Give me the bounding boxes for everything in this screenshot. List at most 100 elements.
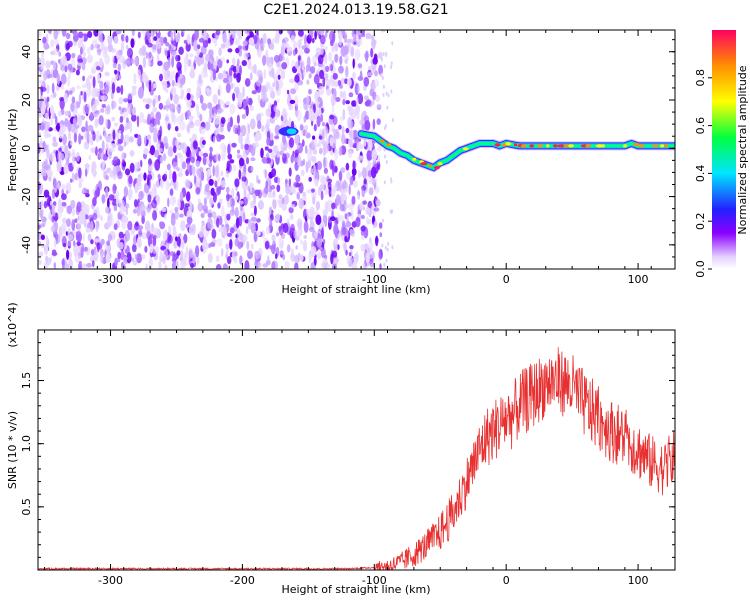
noise-dot	[177, 133, 182, 138]
noise-dot	[340, 77, 345, 85]
noise-dot	[265, 226, 271, 235]
noise-dot	[277, 177, 281, 184]
noise-dot	[312, 135, 316, 140]
figure-title: C2E1.2024.013.19.58.G21	[263, 2, 448, 18]
noise-dot	[154, 117, 158, 129]
noise-dot	[358, 155, 364, 160]
noise-dot	[168, 182, 173, 187]
noise-dot	[306, 189, 312, 194]
noise-dot	[225, 82, 231, 94]
noise-dot	[322, 122, 325, 127]
noise-dot	[368, 139, 373, 150]
noise-dot	[89, 111, 94, 122]
noise-dot	[310, 168, 314, 175]
noise-dot	[258, 200, 264, 210]
ytick-label: 20	[20, 93, 33, 107]
noise-dot	[58, 51, 62, 57]
noise-dot	[345, 204, 349, 209]
noise-dot	[89, 220, 94, 233]
noise-dot	[38, 224, 41, 229]
noise-dot	[300, 169, 305, 176]
noise-dot	[77, 40, 84, 49]
noise-dot	[78, 260, 82, 265]
noise-dot	[40, 216, 47, 223]
noise-dot	[306, 208, 311, 215]
noise-dot	[196, 49, 200, 56]
noise-dot	[171, 80, 175, 87]
noise-dot	[349, 229, 355, 235]
noise-dot	[212, 93, 218, 105]
noise-dot	[58, 147, 62, 152]
noise-dot	[316, 115, 321, 128]
noise-dot	[42, 96, 46, 102]
noise-dot	[157, 60, 163, 66]
noise-dot	[173, 145, 177, 154]
noise-dot	[186, 33, 191, 45]
noise-dot	[61, 217, 67, 224]
noise-dot	[317, 251, 322, 260]
noise-dot	[353, 33, 357, 43]
noise-dot	[345, 100, 351, 105]
noise-dot	[282, 153, 287, 164]
noise-dot	[85, 204, 90, 216]
noise-dot	[261, 125, 265, 132]
noise-dot	[64, 144, 69, 155]
noise-dot	[71, 52, 76, 59]
noise-dot	[132, 106, 136, 116]
noise-dot	[276, 98, 280, 103]
noise-dot	[161, 207, 167, 213]
noise-dot	[382, 218, 384, 223]
noise-dot	[94, 190, 98, 200]
noise-dot	[334, 53, 339, 63]
noise-dot	[186, 92, 191, 101]
noise-dot	[128, 136, 134, 143]
noise-dot	[271, 261, 276, 269]
noise-dot	[381, 76, 384, 80]
noise-dot	[197, 44, 201, 50]
noise-dot	[143, 134, 147, 146]
noise-dot	[354, 48, 361, 61]
noise-dot	[144, 220, 151, 232]
noise-dot	[244, 143, 250, 151]
noise-dot	[366, 216, 369, 225]
noise-dot	[308, 252, 312, 263]
noise-dot	[203, 197, 207, 206]
noise-dot	[234, 251, 238, 257]
noise-dot	[62, 55, 67, 65]
noise-dot	[318, 135, 323, 140]
noise-dot	[264, 169, 268, 179]
noise-dot	[200, 221, 206, 232]
noise-dot	[186, 99, 192, 108]
noise-dot	[66, 205, 73, 215]
noise-dot	[137, 134, 142, 145]
noise-dot	[302, 129, 306, 137]
noise-dot	[328, 51, 332, 62]
noise-dot	[274, 135, 280, 140]
noise-dot	[165, 243, 170, 249]
spectrogram-area	[38, 30, 675, 269]
noise-dot	[76, 151, 80, 162]
noise-dot	[179, 95, 184, 100]
noise-dot	[363, 243, 369, 251]
noise-dot	[291, 187, 297, 195]
noise-dot	[221, 226, 228, 236]
noise-dot	[250, 118, 256, 130]
noise-dot	[183, 233, 188, 244]
noise-dot	[97, 48, 102, 56]
noise-dot	[147, 194, 152, 203]
noise-dot	[269, 132, 274, 141]
noise-dot	[120, 84, 124, 95]
noise-dot	[40, 199, 44, 210]
noise-dot	[195, 245, 200, 258]
noise-dot	[117, 63, 122, 72]
noise-dot	[77, 58, 84, 63]
noise-dot	[68, 90, 73, 95]
noise-dot	[180, 142, 185, 149]
noise-dot	[280, 69, 286, 80]
noise-dot	[290, 35, 296, 43]
noise-dot	[198, 38, 205, 43]
colorbar-gradient	[712, 30, 736, 269]
noise-dot	[353, 253, 359, 265]
noise-dot	[40, 85, 43, 96]
noise-dot	[294, 95, 299, 107]
